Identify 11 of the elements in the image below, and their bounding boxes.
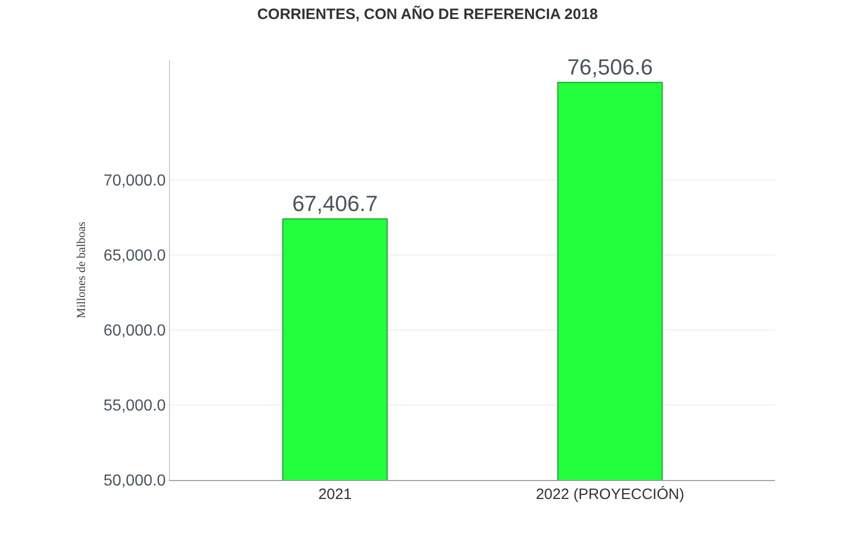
x-tick-label: 2022 (PROYECCIÓN) — [536, 485, 684, 503]
y-axis-title: Millones de balboas — [74, 221, 88, 318]
data-label: 76,506.6 — [567, 54, 653, 80]
data-label: 67,406.7 — [292, 190, 378, 216]
x-tick-label: 2021 — [318, 486, 352, 503]
y-tick-label: 60,000.0 — [104, 322, 166, 340]
y-tick-label: 65,000.0 — [104, 248, 166, 265]
chart-title: CORRIENTES, CON AÑO DE REFERENCIA 2018 — [257, 4, 598, 23]
y-tick-label: 50,000.0 — [104, 472, 166, 490]
y-tick-label: 70,000.0 — [104, 172, 166, 190]
y-tick-label: 55,000.0 — [104, 398, 166, 415]
